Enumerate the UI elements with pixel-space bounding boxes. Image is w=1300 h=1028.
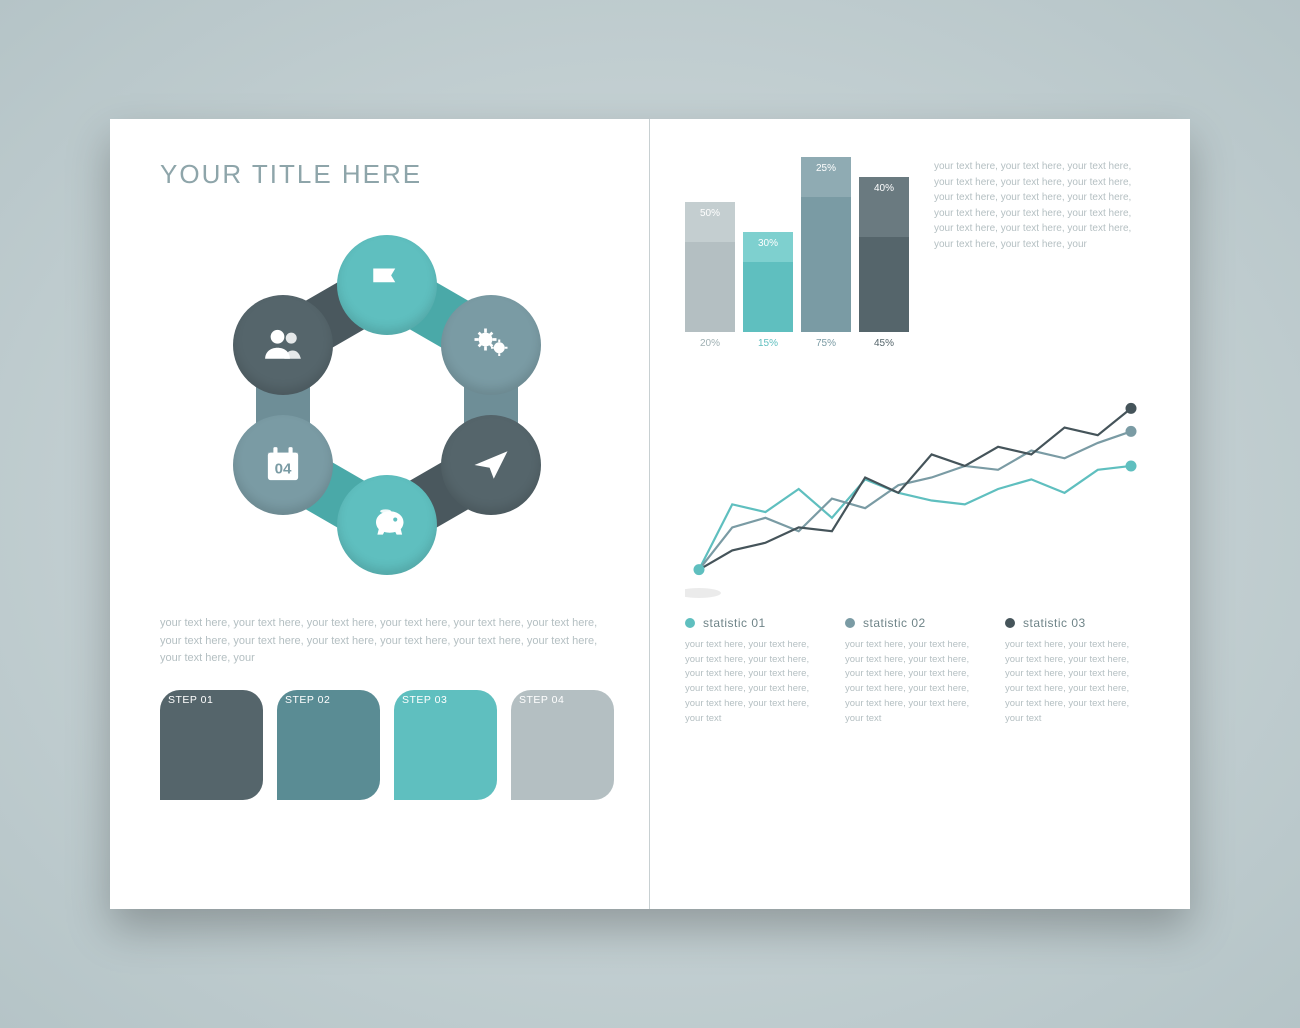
stat-header: statistic 01 (685, 616, 825, 630)
gears-icon (469, 323, 513, 367)
bar-1: 30% 15% (743, 232, 793, 349)
statistics-row: statistic 01 your text here, your text h… (685, 616, 1145, 726)
bar-stack: 50% (685, 202, 735, 332)
step-02: STEP 02 (277, 690, 380, 800)
infographic-page: YOUR TITLE HERE 04 your text here, your … (110, 119, 1190, 909)
bar-x-label: 20% (700, 338, 720, 349)
step-label: STEP 03 (392, 688, 457, 712)
bar-top-label: 30% (743, 238, 793, 249)
left-column: YOUR TITLE HERE 04 your text here, your … (110, 119, 650, 909)
stat-col-1: statistic 01 your text here, your text h… (685, 616, 825, 726)
stat-header: statistic 03 (1005, 616, 1145, 630)
svg-text:04: 04 (275, 460, 292, 477)
line-end-dot (1126, 460, 1137, 471)
bar-x-label: 15% (758, 338, 778, 349)
legend-dot (845, 618, 855, 628)
ring-node-piggybank (337, 475, 437, 575)
bar-0: 50% 20% (685, 202, 735, 349)
bar-stack: 40% (859, 177, 909, 332)
bar-chart: 50% 20% 30% 15% 25% 75% 40 (685, 159, 909, 349)
step-label: STEP 04 (509, 688, 574, 712)
bar-3: 40% 45% (859, 177, 909, 349)
bar-top-label: 40% (859, 183, 909, 194)
calendar-icon: 04 (261, 443, 305, 487)
stat-body: your text here, your text here, your tex… (845, 638, 985, 726)
line-origin-dot (694, 564, 705, 575)
ring-node-people (233, 295, 333, 395)
bar-2: 25% 75% (801, 157, 851, 349)
bar-x-label: 45% (874, 338, 894, 349)
bar-chart-sidetext: your text here, your text here, your tex… (934, 159, 1145, 349)
process-ring: 04 (207, 225, 567, 585)
stat-col-2: statistic 02 your text here, your text h… (845, 616, 985, 726)
stat-title: statistic 03 (1023, 616, 1086, 630)
bar-chart-zone: 50% 20% 30% 15% 25% 75% 40 (685, 159, 1145, 349)
step-label: STEP 01 (158, 688, 223, 712)
left-body-text: your text here, your text here, your tex… (160, 615, 614, 668)
line-series-s2 (699, 431, 1131, 569)
ring-node-plane (441, 415, 541, 515)
bar-stack: 25% (801, 157, 851, 332)
stat-title: statistic 02 (863, 616, 926, 630)
bar-stack: 30% (743, 232, 793, 332)
stat-col-3: statistic 03 your text here, your text h… (1005, 616, 1145, 726)
line-end-dot (1126, 426, 1137, 437)
line-end-dot (1126, 403, 1137, 414)
right-column: 50% 20% 30% 15% 25% 75% 40 (650, 119, 1190, 909)
step-04: STEP 04 (511, 690, 614, 800)
legend-dot (685, 618, 695, 628)
line-chart (685, 374, 1145, 604)
bar-top-label: 25% (801, 163, 851, 174)
step-03: STEP 03 (394, 690, 497, 800)
stat-body: your text here, your text here, your tex… (685, 638, 825, 726)
line-series-s3 (699, 408, 1131, 569)
ring-node-calendar: 04 (233, 415, 333, 515)
flag-icon (365, 263, 409, 307)
people-icon (261, 323, 305, 367)
stat-body: your text here, your text here, your tex… (1005, 638, 1145, 726)
steps-row: STEP 01 STEP 02 STEP 03 STEP 04 (160, 690, 614, 800)
ring-node-gears (441, 295, 541, 395)
ring-node-flag (337, 235, 437, 335)
bar-top-label: 50% (685, 208, 735, 219)
step-label: STEP 02 (275, 688, 340, 712)
stat-title: statistic 01 (703, 616, 766, 630)
step-01: STEP 01 (160, 690, 263, 800)
page-title: YOUR TITLE HERE (160, 159, 614, 190)
legend-dot (1005, 618, 1015, 628)
bar-x-label: 75% (816, 338, 836, 349)
plane-icon (469, 443, 513, 487)
stat-header: statistic 02 (845, 616, 985, 630)
piggybank-icon (365, 503, 409, 547)
